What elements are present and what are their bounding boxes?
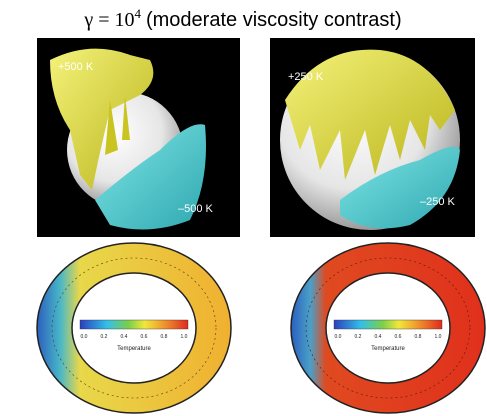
colorbar-tick-label: 0.2	[355, 334, 362, 340]
colorbar-tick-label: 0.6	[141, 334, 148, 340]
colorbar-tick-label: 1.0	[435, 334, 442, 340]
cold-label: –500 K	[178, 203, 214, 215]
title: γ = 104 (moderate viscosity contrast)	[83, 6, 401, 31]
title-text: (moderate viscosity contrast)	[146, 9, 402, 31]
colorbar-tick-label: 0.4	[375, 334, 382, 340]
colorbar-tick-label: 0.0	[81, 334, 88, 340]
figure: γ = 104 (moderate viscosity contrast) +50…	[0, 0, 487, 416]
colorbar-label: Temperature	[371, 346, 405, 352]
colorbar-tick-label: 0.8	[161, 334, 168, 340]
hot-label: +250 K	[288, 71, 324, 83]
title-exponent: 4	[134, 6, 141, 21]
colorbar-tick-label: 0.4	[121, 334, 128, 340]
colorbar	[80, 320, 188, 329]
colorbar-tick-label: 1.0	[181, 334, 188, 340]
colorbar-tick-label: 0.8	[415, 334, 422, 340]
hot-label: +500 K	[58, 61, 94, 73]
colorbar-tick-label: 0.2	[101, 334, 108, 340]
cold-label: –250 K	[420, 196, 456, 208]
colorbar	[334, 320, 442, 329]
figure-svg: γ = 104 (moderate viscosity contrast) +50…	[0, 0, 487, 416]
colorbar-tick-label: 0.6	[395, 334, 402, 340]
title-symbol: γ = 10	[83, 9, 134, 31]
colorbar-tick-label: 0.0	[335, 334, 342, 340]
colorbar-label: Temperature	[117, 346, 151, 352]
